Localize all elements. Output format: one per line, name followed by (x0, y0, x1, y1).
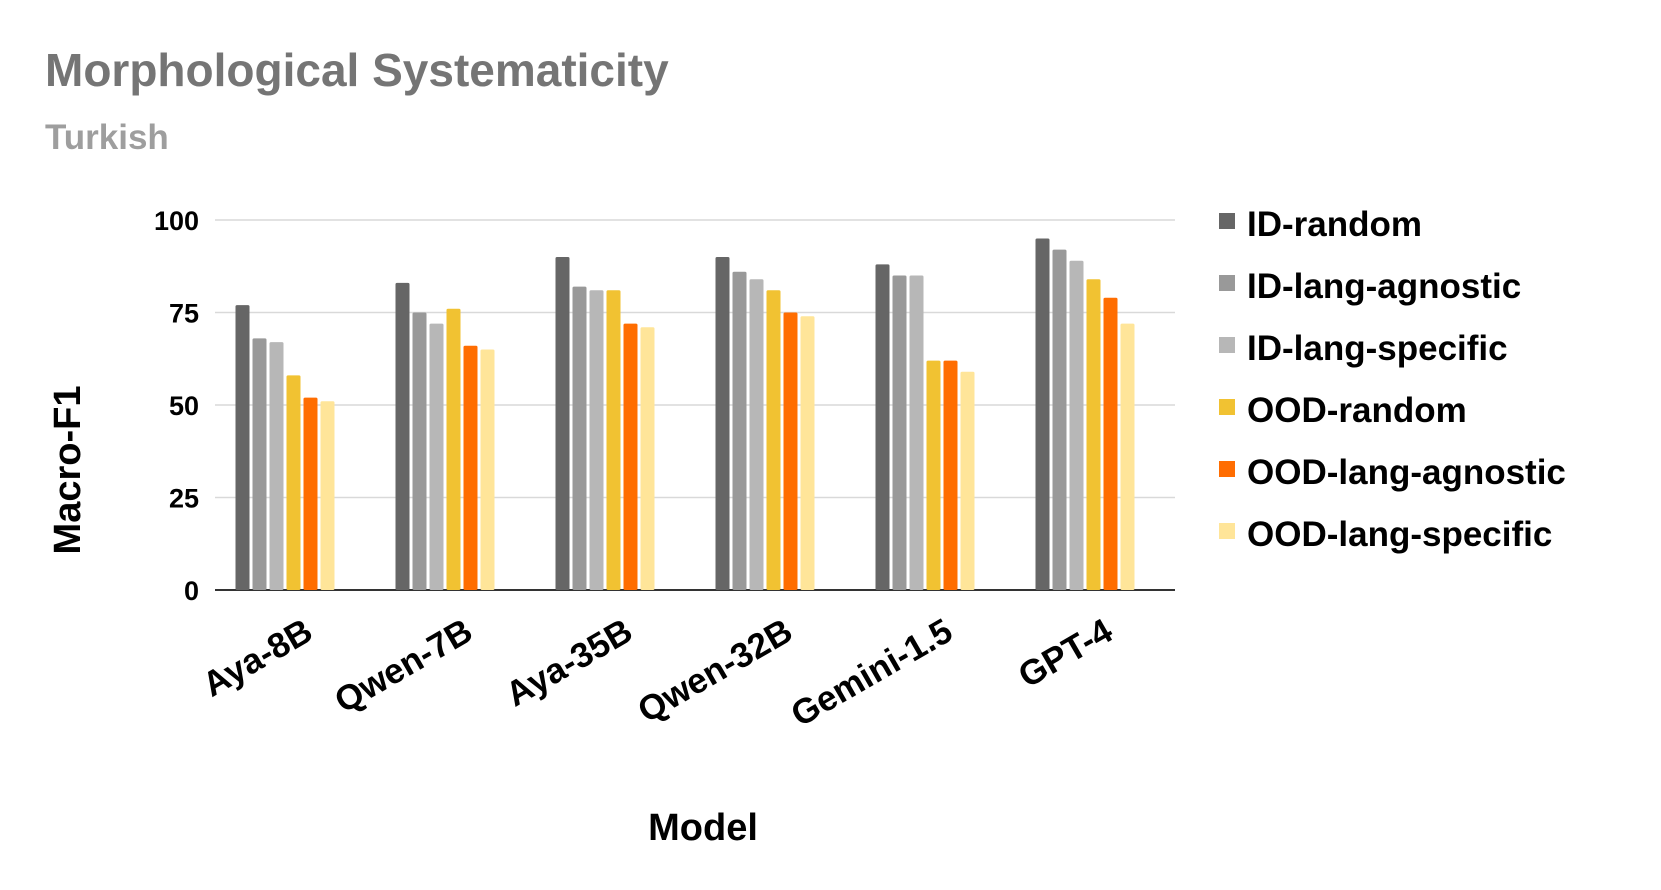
legend-swatch (1219, 461, 1235, 477)
bar (1069, 260, 1084, 590)
bar (800, 316, 815, 590)
legend-label: OOD-lang-agnostic (1247, 453, 1566, 492)
legend-label: OOD-lang-specific (1247, 515, 1552, 554)
bar (960, 371, 975, 590)
bar (320, 401, 335, 590)
legend-swatch (1219, 523, 1235, 539)
bar (875, 264, 890, 590)
y-tick-label: 50 (169, 391, 199, 421)
x-axis-label: Model (648, 807, 758, 849)
bar (783, 312, 798, 590)
legend-label: OOD-random (1247, 391, 1467, 430)
bar (1086, 279, 1101, 590)
bars (235, 238, 1135, 590)
legend-swatch (1219, 275, 1235, 291)
chart-subtitle: Turkish (45, 118, 169, 157)
bar (1103, 297, 1118, 590)
bar (395, 282, 410, 590)
y-tick-label: 25 (169, 484, 199, 514)
y-tick-label: 100 (154, 206, 199, 236)
y-axis: 0 25 50 75 100 (154, 206, 199, 606)
bar (892, 275, 907, 590)
x-tick-label: Qwen-32B (631, 611, 799, 730)
bar (909, 275, 924, 590)
bar (606, 290, 621, 590)
bar (589, 290, 604, 590)
bar (749, 279, 764, 590)
bar (1035, 238, 1050, 590)
bar (1052, 249, 1067, 590)
bar (926, 360, 941, 590)
x-tick-label: Aya-35B (499, 611, 639, 714)
bar (286, 375, 301, 590)
bar (412, 312, 427, 590)
bar (463, 345, 478, 590)
legend-swatch (1219, 213, 1235, 229)
y-tick-label: 75 (169, 299, 199, 329)
y-tick-label: 0 (184, 576, 199, 606)
bar (269, 342, 284, 590)
bar (303, 397, 318, 590)
bar (766, 290, 781, 590)
legend: ID-random ID-lang-agnostic ID-lang-specifi… (1219, 205, 1566, 554)
legend-swatch (1219, 399, 1235, 415)
bar (732, 271, 747, 590)
x-tick-label: GPT-4 (1012, 611, 1120, 696)
bar (715, 257, 730, 590)
bar (640, 327, 655, 590)
legend-label: ID-random (1247, 205, 1422, 244)
x-tick-label: Gemini-1.5 (785, 611, 959, 734)
legend-swatch (1219, 337, 1235, 353)
bar (572, 286, 587, 590)
chart-title: Morphological Systematicity (45, 44, 669, 96)
bar (1120, 323, 1135, 590)
x-tick-label: Aya-8B (196, 611, 319, 704)
bar (235, 305, 250, 590)
bar (446, 308, 461, 590)
gridlines (215, 219, 1175, 591)
x-tick-label: Qwen-7B (328, 611, 479, 721)
y-axis-label: Macro-F1 (47, 386, 89, 555)
legend-label: ID-lang-agnostic (1247, 267, 1521, 306)
bar (943, 360, 958, 590)
bar (252, 338, 267, 590)
bar (623, 323, 638, 590)
bar (480, 349, 495, 590)
bar (429, 323, 444, 590)
bar (555, 257, 570, 590)
legend-label: ID-lang-specific (1247, 329, 1508, 368)
